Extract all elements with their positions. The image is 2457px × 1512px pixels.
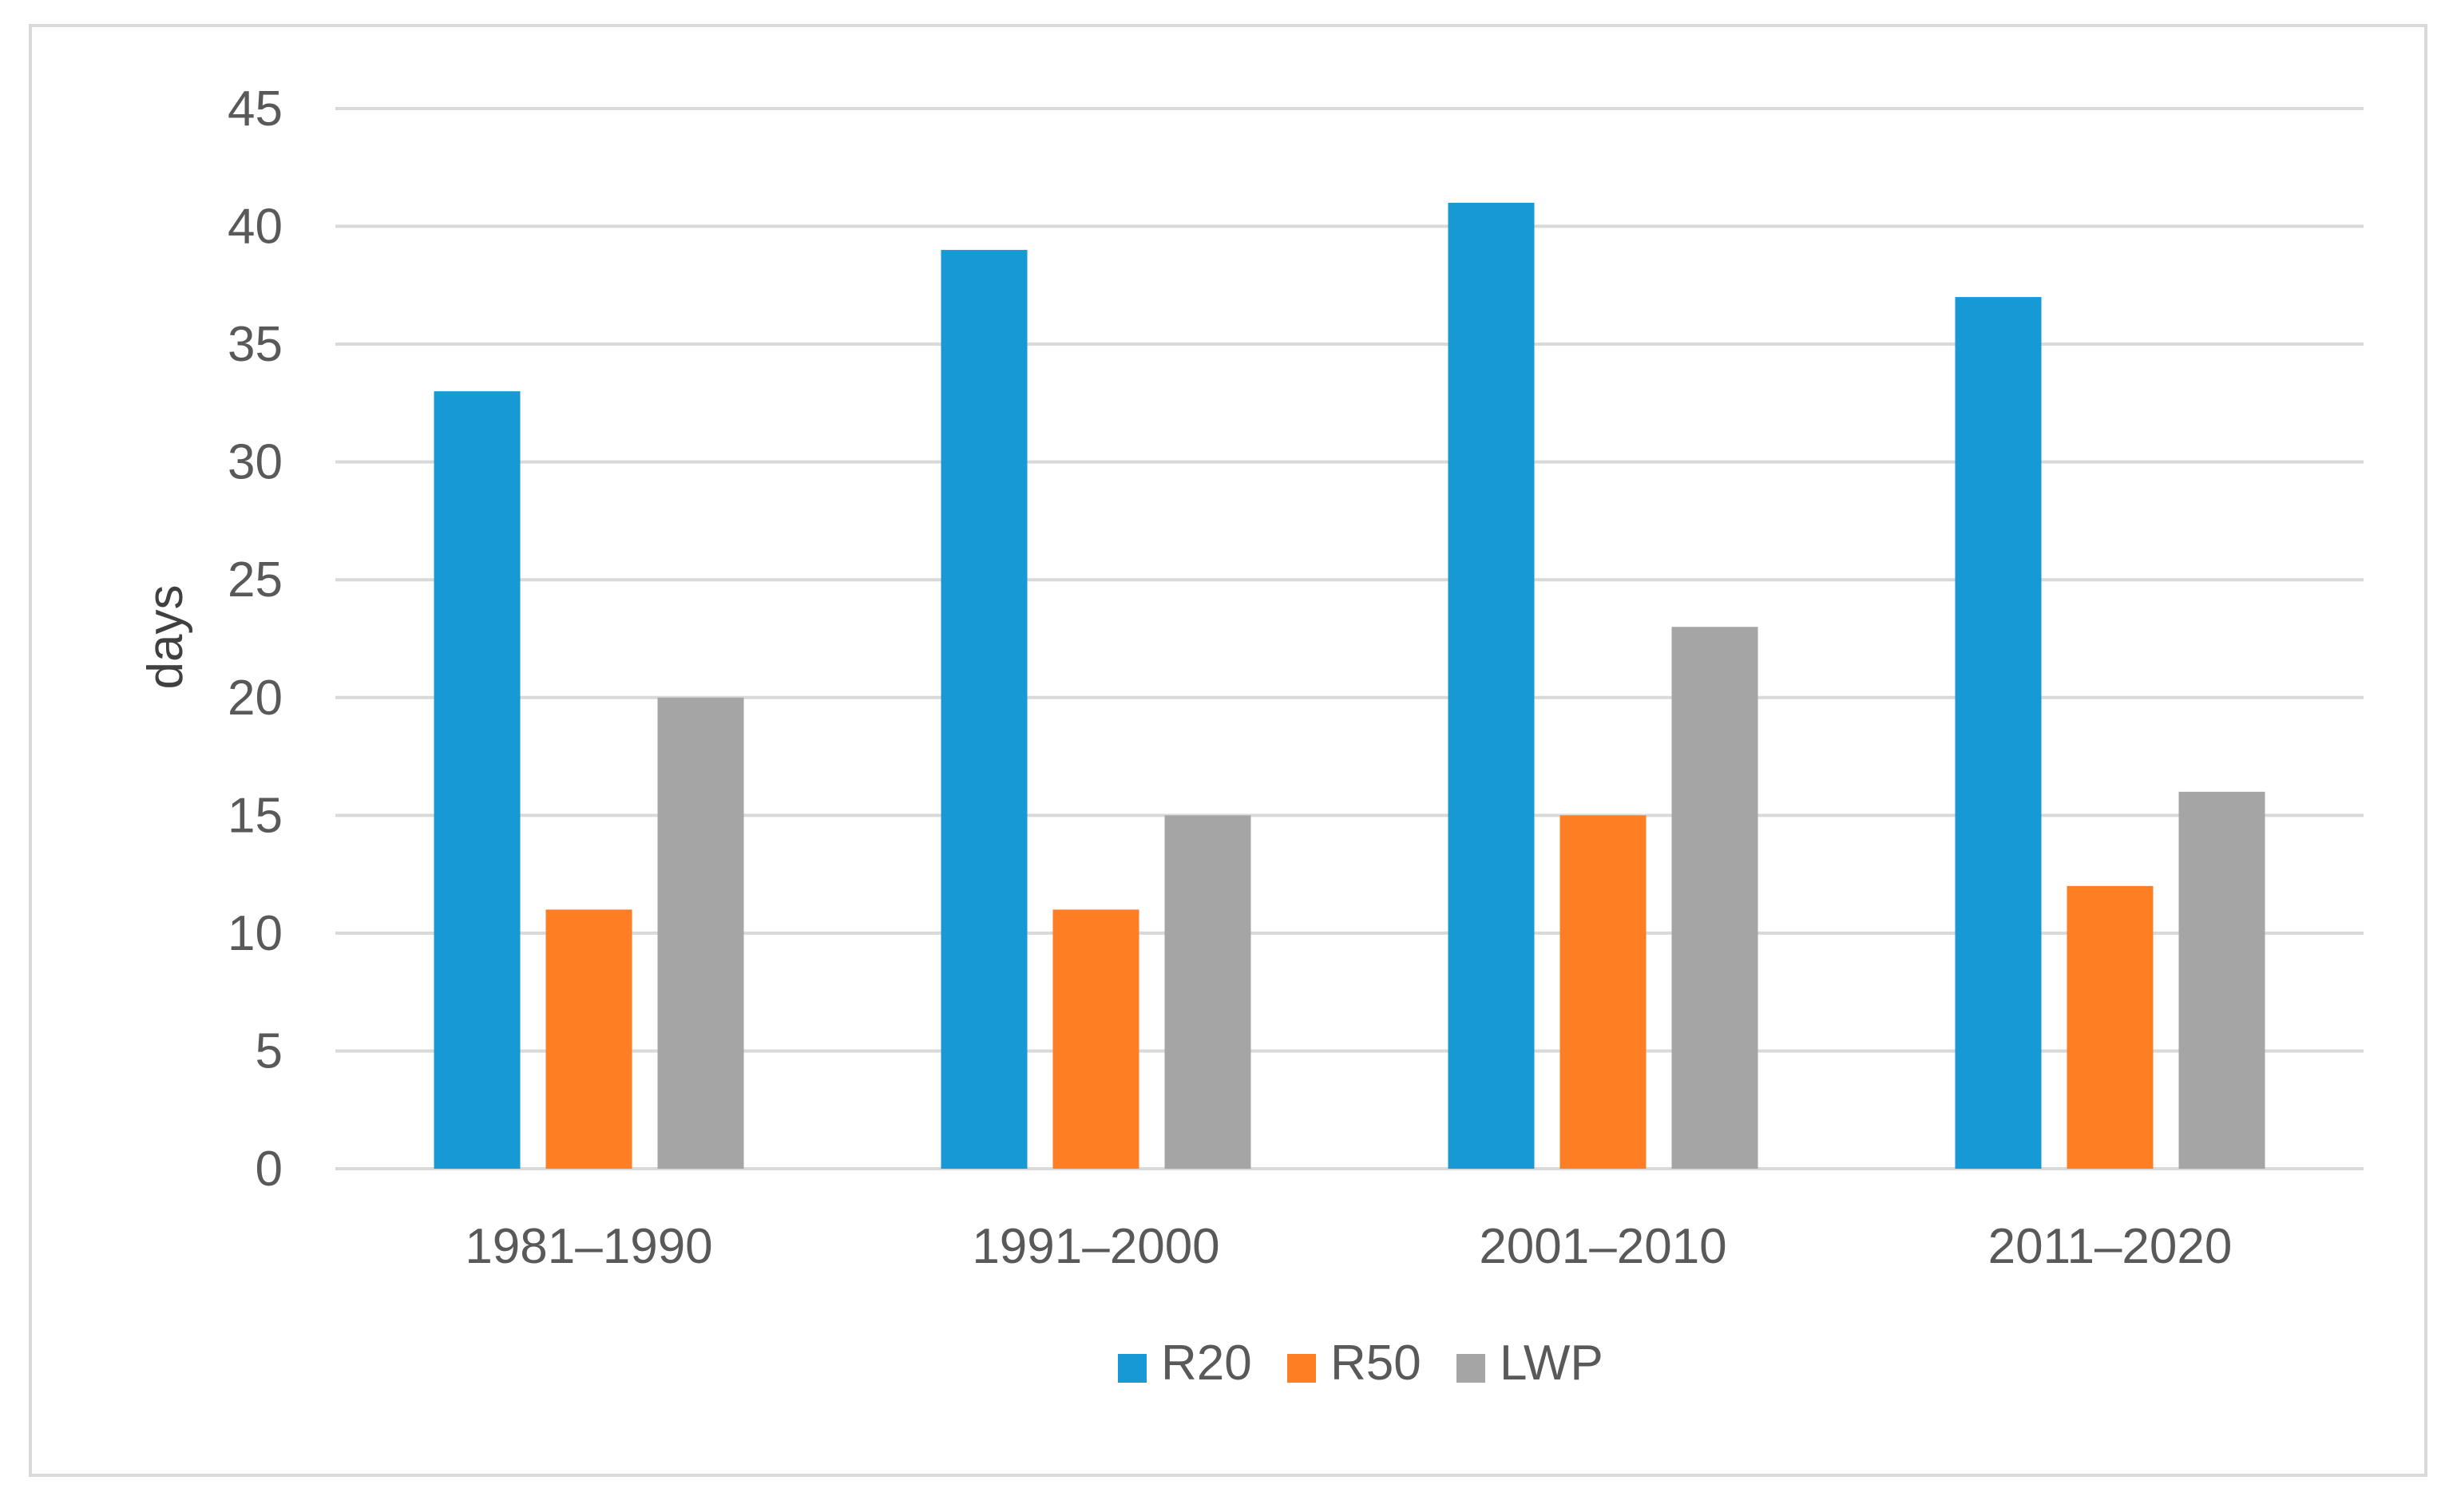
legend-swatch-r20: [1118, 1354, 1147, 1383]
y-axis-tick-labels: 0 5 10 15 20 25 30 35 40 45: [228, 81, 283, 1197]
y-tick-label: 0: [256, 1142, 283, 1197]
y-tick-label: 35: [228, 317, 283, 372]
y-tick-label: 25: [228, 552, 283, 608]
legend-label-r20: R20: [1161, 1336, 1252, 1391]
y-tick-label: 30: [228, 435, 283, 490]
bar-lwp-3: [1671, 627, 1758, 1169]
gridlines: [335, 107, 2364, 1170]
y-axis-title: days: [138, 585, 193, 690]
bar-lwp-4: [2178, 791, 2265, 1169]
x-axis-tick-labels: 1981–1990 1991–2000 2001–2010 2011–2020: [465, 1219, 2232, 1274]
bar-lwp-2: [1164, 815, 1251, 1169]
x-tick-label: 2001–2010: [1479, 1219, 1726, 1274]
bar-r20-4: [1955, 297, 2042, 1170]
y-tick-label: 10: [228, 906, 283, 961]
bar-lwp-1: [657, 697, 744, 1169]
bar-r50-3: [1559, 815, 1647, 1169]
y-tick-label: 20: [228, 671, 283, 726]
legend: R20 R50 LWP: [1118, 1336, 1603, 1391]
bar-r50-1: [545, 909, 632, 1169]
bar-r50-2: [1052, 909, 1139, 1169]
legend-label-lwp: LWP: [1500, 1336, 1603, 1391]
bar-r20-1: [434, 391, 521, 1170]
y-tick-label: 15: [228, 788, 283, 843]
x-tick-label: 2011–2020: [1988, 1219, 2233, 1274]
bar-r50-4: [2067, 885, 2154, 1169]
bars: [434, 203, 2265, 1170]
y-tick-label: 40: [228, 200, 283, 255]
y-tick-label: 45: [228, 81, 283, 137]
legend-label-r50: R50: [1330, 1336, 1421, 1391]
bar-r20-3: [1448, 203, 1535, 1170]
legend-swatch-lwp: [1456, 1354, 1485, 1383]
x-tick-label: 1981–1990: [465, 1219, 712, 1274]
bar-r20-2: [941, 250, 1028, 1170]
y-tick-label: 5: [256, 1023, 283, 1079]
x-tick-label: 1991–2000: [972, 1219, 1219, 1274]
legend-swatch-r50: [1287, 1354, 1316, 1383]
